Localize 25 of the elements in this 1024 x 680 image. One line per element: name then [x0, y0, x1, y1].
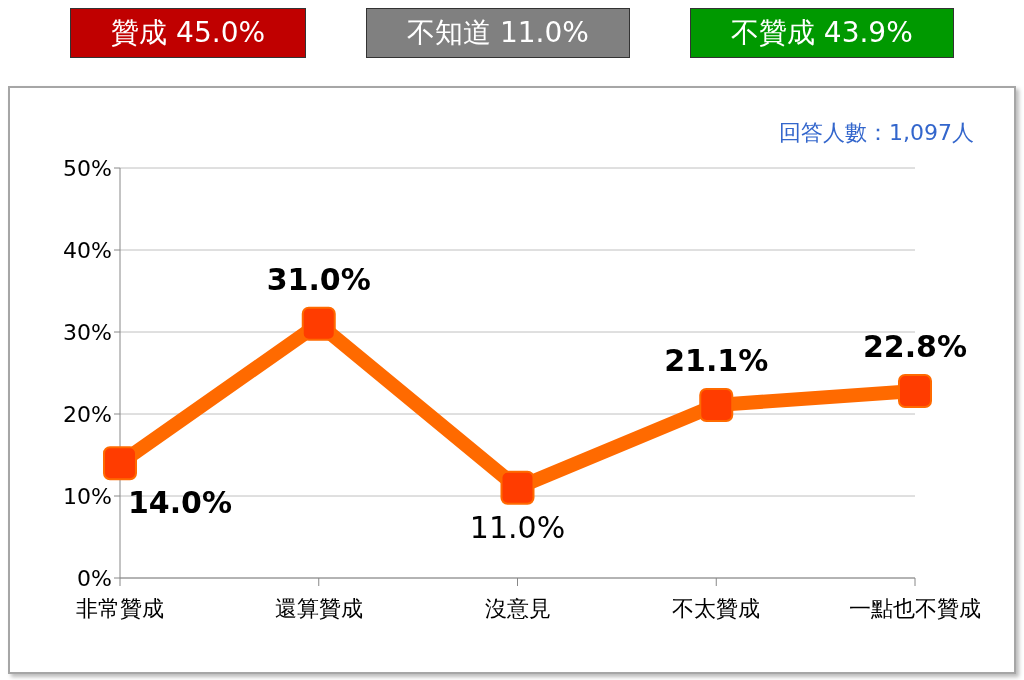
data-label: 22.8% — [862, 329, 968, 365]
y-tick-label: 0% — [77, 565, 112, 591]
y-tick-label: 30% — [63, 319, 112, 345]
x-tick-label: 非常贊成 — [76, 595, 164, 621]
text: 贊成 45.0% — [70, 8, 307, 58]
data-label: 11.0% — [469, 509, 566, 545]
x-tick-label: 不太贊成 — [672, 595, 761, 621]
data-label: 14.0% — [127, 485, 233, 521]
y-tick-label: 40% — [63, 237, 112, 263]
point — [898, 374, 932, 409]
data-label: 31.0% — [266, 261, 371, 297]
data-label: 21.1% — [664, 342, 769, 378]
text: 不贊成 43.9% — [689, 8, 954, 58]
y-tick-label: 50% — [63, 155, 112, 181]
y-tick-label: 10% — [63, 483, 112, 509]
x-tick-label: 一點也不贊成 — [849, 595, 981, 621]
x-tick-label: 沒意見 — [484, 595, 551, 621]
text: 不知道 11.0% — [366, 8, 630, 58]
x-tick-label: 還算贊成 — [274, 595, 363, 621]
text: 回答人數：1,097人 — [779, 119, 974, 147]
point — [301, 306, 336, 341]
point — [699, 387, 734, 422]
point — [500, 470, 535, 505]
point — [103, 446, 137, 481]
y-tick-label: 20% — [63, 401, 112, 427]
